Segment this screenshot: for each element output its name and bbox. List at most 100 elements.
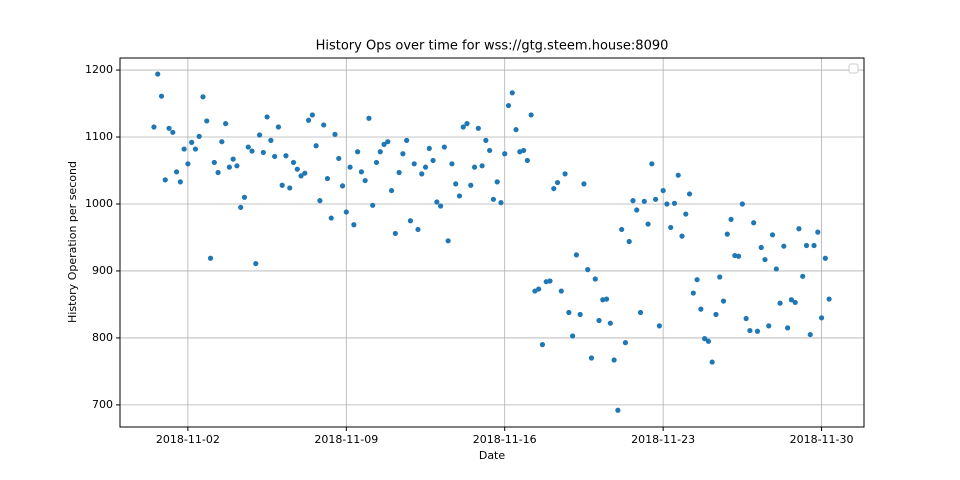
plot-frame [119,57,865,428]
point [818,315,825,321]
point [422,164,429,170]
point [611,357,617,363]
point [264,114,270,120]
y-axis-label: History Operation per second [66,161,79,323]
point [720,298,727,304]
point [698,306,704,312]
point [615,407,621,413]
point [151,124,157,130]
point [355,149,361,155]
point [434,199,440,205]
point [283,153,289,159]
point [166,125,172,131]
point [562,171,568,177]
point [656,323,662,329]
point [173,169,180,175]
point [800,273,806,279]
point [287,185,293,191]
y-tick-label: 700 [92,398,113,411]
point [581,181,587,187]
point [294,166,300,172]
point [637,309,644,316]
point [453,181,459,187]
point [415,226,421,233]
point [735,253,742,259]
point [366,115,372,121]
x-tick-label: 2018-11-30 [790,433,854,446]
point [373,159,380,166]
point [577,311,583,318]
point [766,323,772,329]
point [660,187,666,194]
point [686,191,693,197]
point [430,157,436,164]
point [358,169,364,175]
point [256,132,263,138]
point [585,267,591,273]
point [290,159,297,166]
point [404,137,410,143]
point [305,117,312,123]
y-tick-label: 800 [92,331,113,344]
point [309,112,315,118]
point [796,226,802,232]
point [215,169,221,176]
point [343,209,349,215]
point [189,139,195,145]
point [520,147,527,154]
point [385,139,391,145]
point [502,151,508,157]
point [230,156,236,162]
point [505,102,512,109]
point [649,161,655,167]
point [592,276,598,282]
point [781,243,787,249]
point [668,224,674,231]
grid [120,58,864,427]
y-tick-label: 1000 [85,197,113,210]
chart-title: History Ops over time for wss://gtg.stee… [316,39,669,54]
point [377,149,383,155]
point [196,133,202,139]
x-tick-label: 2018-11-09 [314,433,378,446]
point [653,196,659,202]
point [321,122,327,128]
point [241,194,248,200]
point [249,148,255,154]
point [762,256,768,263]
point [645,221,651,227]
point [400,151,406,157]
point [388,187,395,194]
y-tick-label: 900 [92,264,113,277]
point [185,161,191,167]
point [785,325,791,331]
point [619,226,625,233]
point [298,173,304,179]
point [204,118,210,124]
point [181,146,187,152]
point [162,177,168,183]
point [702,336,708,342]
x-axis-label: Date [479,449,506,462]
point [223,121,229,127]
point [192,146,199,152]
point [370,202,376,208]
point [158,93,165,99]
point [313,143,319,149]
point [709,359,715,365]
point [155,71,161,77]
point [211,159,217,166]
point [347,164,353,170]
point [551,185,557,192]
point [396,169,402,176]
point [777,300,783,306]
point [260,149,266,156]
point [411,161,417,167]
x-tick-label: 2018-11-23 [631,433,695,446]
point [747,327,753,334]
point [566,309,572,316]
point [351,222,357,228]
point [773,266,779,272]
point [275,124,282,130]
